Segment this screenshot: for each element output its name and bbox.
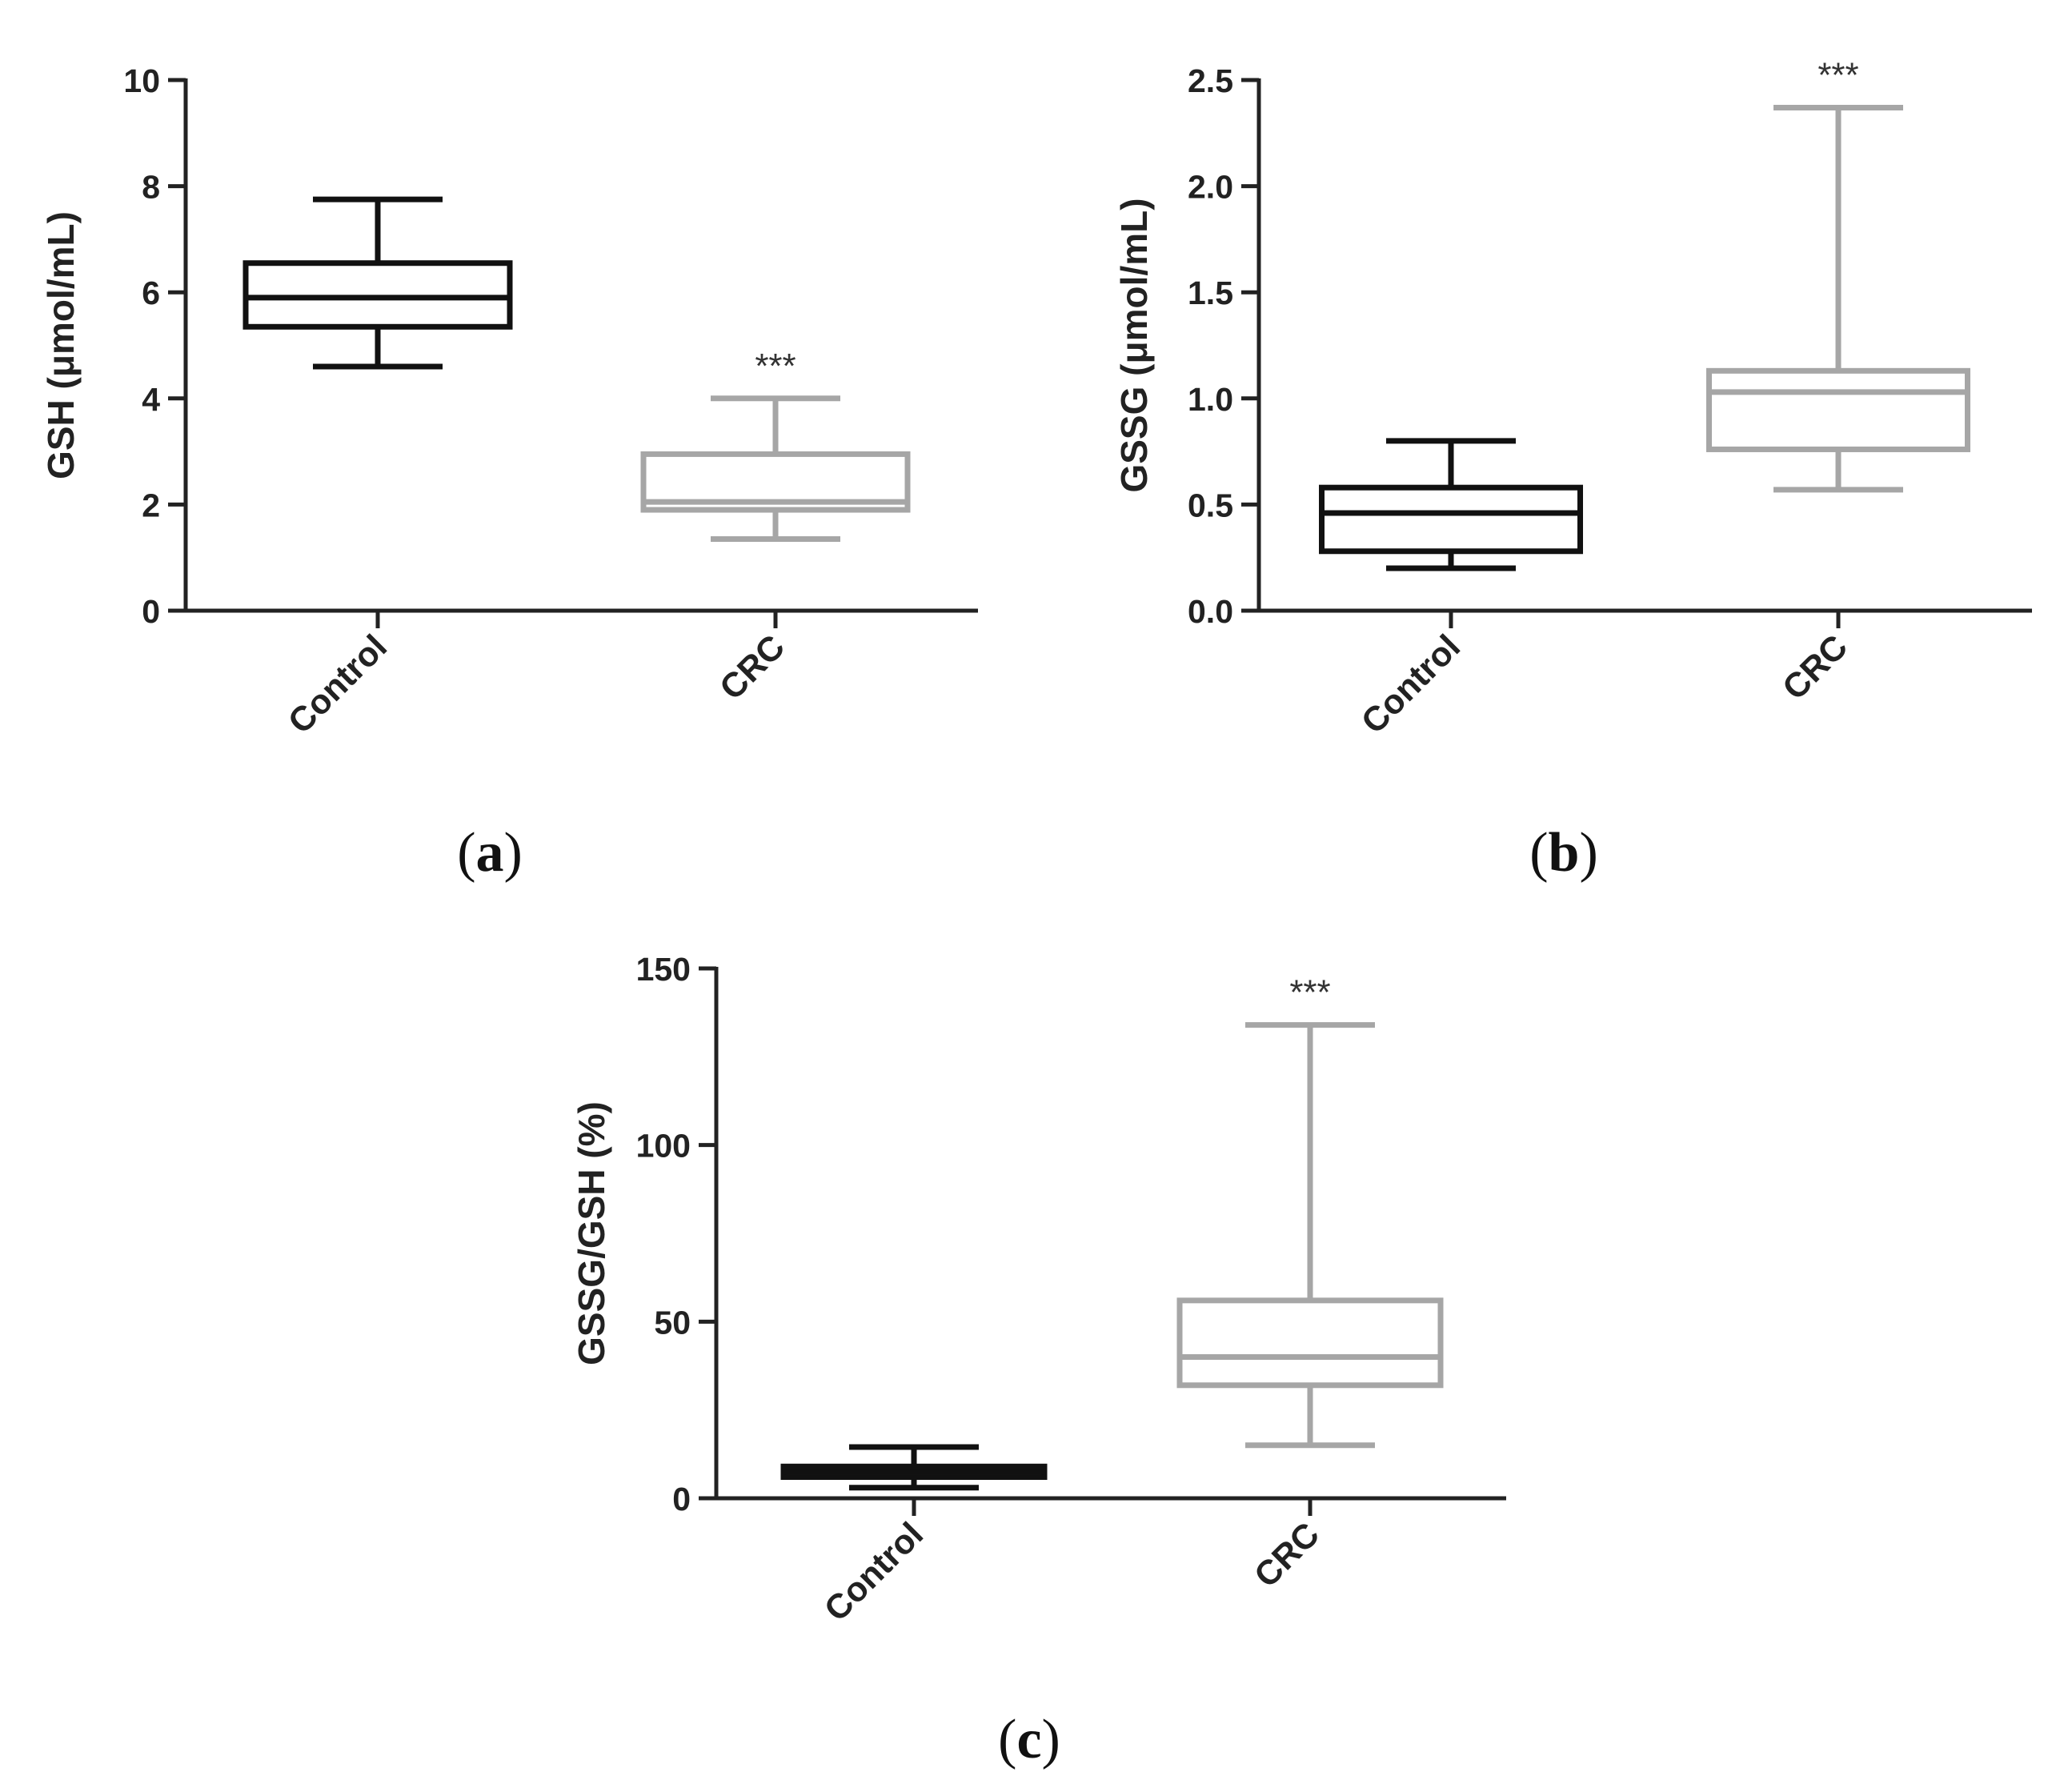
x-category-label: Control — [281, 627, 395, 741]
y-tick-label: 150 — [636, 951, 691, 988]
y-tick-label: 0 — [672, 1481, 691, 1517]
y-tick-label: 0.0 — [1188, 593, 1233, 630]
x-category-label: Control — [1354, 627, 1468, 741]
y-tick-label: 8 — [142, 169, 160, 206]
iqr-box — [1176, 1297, 1444, 1389]
y-axis-title: GSSG/GSH (%) — [571, 1101, 612, 1365]
y-tick-label: 2 — [142, 487, 160, 523]
y-axis-title: GSH (μmol/mL) — [40, 211, 82, 479]
iqr-box — [1706, 367, 1970, 452]
significance-label: *** — [1818, 55, 1858, 94]
y-tick-label: 2.5 — [1188, 62, 1233, 99]
panel-c-chart: 0 50 100 150 GSSG/GSH (%) Control CRC *** (c) — [571, 951, 1506, 1770]
iqr-box — [1319, 484, 1583, 555]
x-category-label: Control — [817, 1515, 931, 1629]
x-category-label: CRC — [1247, 1515, 1327, 1595]
y-tick-label: 4 — [142, 381, 160, 418]
panel-b-chart: 0.0 0.5 1.0 1.5 2.0 2.5 GSSG (μmol/mL) Control C… — [1113, 55, 2032, 884]
significance-label: *** — [755, 347, 796, 386]
y-tick-label: 100 — [636, 1128, 691, 1165]
panel-label: (b) — [1529, 822, 1598, 884]
y-tick-label: 10 — [123, 62, 160, 99]
y-tick-label: 0 — [142, 593, 160, 630]
y-tick-label: 0.5 — [1188, 487, 1233, 523]
y-tick-label: 1.0 — [1188, 381, 1233, 418]
y-tick-label: 1.5 — [1188, 275, 1233, 311]
panel-label: (a) — [457, 822, 523, 884]
y-axis-title: GSSG (μmol/mL) — [1113, 198, 1155, 492]
y-tick-label: 2.0 — [1188, 169, 1233, 206]
y-tick-label: 50 — [654, 1304, 691, 1341]
panel-label: (c) — [998, 1709, 1060, 1770]
panel-a-chart: 0 2 4 6 8 10 GSH (μmol/mL) Control CRC *** (a) — [40, 62, 978, 884]
significance-label: *** — [1289, 973, 1330, 1012]
y-tick-label: 6 — [142, 275, 160, 311]
x-category-label: CRC — [1775, 627, 1855, 708]
x-category-label: CRC — [712, 627, 792, 708]
